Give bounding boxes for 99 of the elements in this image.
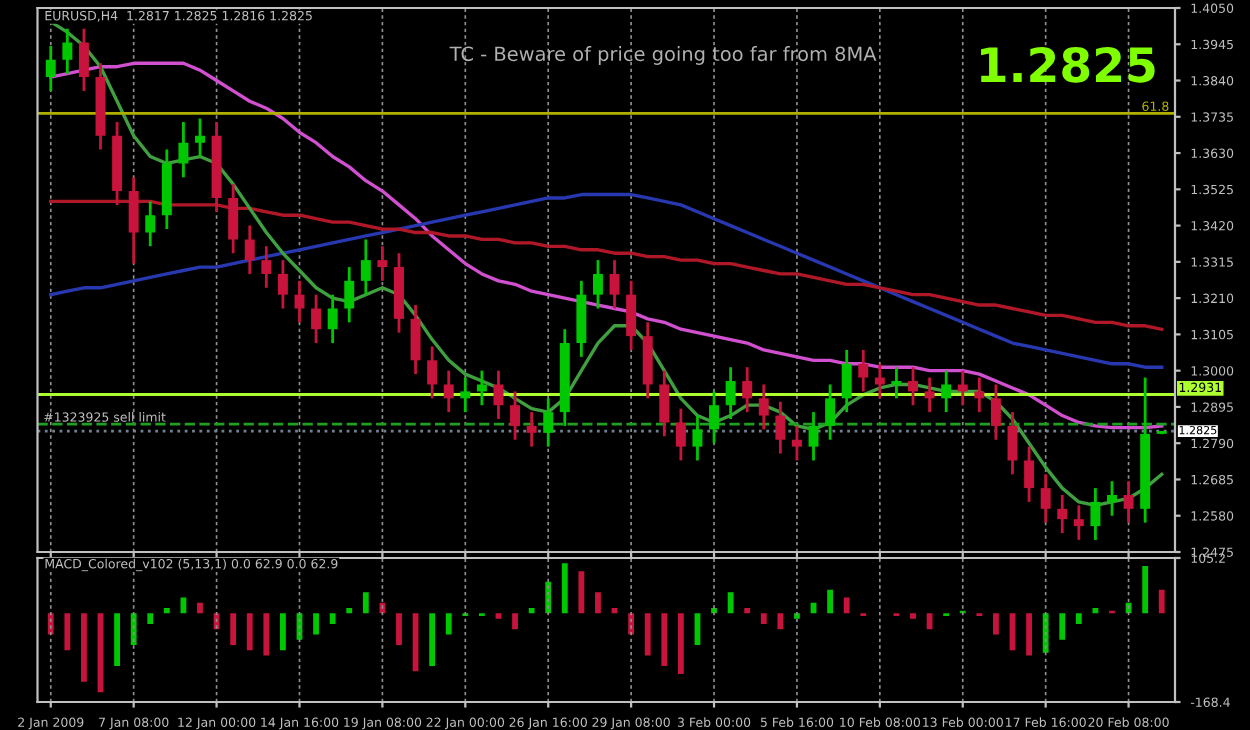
- line-series: [49, 192, 1164, 369]
- candlestick: [1123, 479, 1134, 525]
- bar: [595, 592, 601, 614]
- candlestick: [178, 120, 189, 179]
- bar: [561, 563, 568, 614]
- candlestick: [841, 348, 852, 414]
- candlestick: [908, 365, 918, 407]
- candlestick: [377, 244, 388, 283]
- bar: [578, 571, 585, 614]
- bar: [843, 597, 850, 614]
- candlestick: [791, 424, 802, 462]
- bar: [993, 613, 999, 635]
- bar: [910, 613, 916, 619]
- bar: [329, 613, 336, 624]
- candlestick: [443, 369, 454, 414]
- bar: [794, 613, 800, 619]
- bar: [495, 613, 502, 619]
- candlestick: [808, 410, 819, 462]
- candlestick: [460, 376, 471, 414]
- candlestick: [145, 200, 156, 248]
- candlestick: [974, 376, 985, 414]
- candlestick: [327, 293, 338, 345]
- bar: [727, 592, 734, 614]
- candlestick: [62, 27, 73, 76]
- candlestick: [45, 44, 56, 93]
- candlestick: [858, 348, 869, 393]
- bar: [1158, 589, 1165, 614]
- candlestick: [957, 369, 968, 407]
- candlestick: [609, 258, 620, 310]
- candlestick: [128, 175, 139, 265]
- candlestick: [742, 365, 753, 414]
- candlestick: [941, 369, 952, 414]
- candlestick: [510, 390, 521, 442]
- candlestick: [344, 265, 355, 324]
- bar: [114, 613, 120, 666]
- bar: [644, 613, 651, 656]
- bar: [396, 613, 402, 645]
- candlestick: [360, 238, 371, 297]
- bar: [677, 613, 684, 674]
- candlestick: [195, 117, 205, 158]
- bar: [1075, 613, 1082, 624]
- candlestick: [1024, 445, 1035, 504]
- bar: [1042, 613, 1049, 653]
- bar: [827, 589, 833, 614]
- bar: [528, 608, 535, 614]
- candlestick: [526, 410, 537, 449]
- candlestick: [692, 414, 703, 462]
- bar: [246, 613, 253, 651]
- candlestick: [659, 369, 670, 438]
- candlestick: [626, 279, 637, 352]
- candlestick: [261, 244, 272, 290]
- bar: [346, 608, 353, 614]
- candlestick: [1090, 486, 1101, 542]
- bar: [445, 613, 452, 635]
- candlestick: [493, 369, 504, 421]
- bar: [744, 608, 751, 614]
- bar: [197, 602, 203, 614]
- bar: [512, 613, 518, 630]
- candlestick: [990, 383, 1001, 442]
- candlestick: [311, 293, 322, 345]
- bar: [760, 613, 767, 624]
- candlestick: [775, 400, 786, 455]
- bar: [362, 592, 369, 614]
- bar: [64, 613, 71, 651]
- bar: [1142, 566, 1149, 614]
- candlestick: [924, 376, 935, 414]
- candlestick: [1040, 472, 1051, 525]
- candlestick: [427, 345, 438, 400]
- bar: [1059, 613, 1066, 640]
- bar: [81, 613, 87, 682]
- candlestick: [244, 224, 255, 276]
- candlestick: [709, 390, 720, 445]
- candlestick: [675, 407, 686, 462]
- candlestick: [825, 383, 836, 442]
- candlestick: [1073, 503, 1084, 542]
- candlestick: [592, 258, 603, 310]
- bar: [263, 613, 270, 656]
- bar: [313, 613, 319, 635]
- bar: [280, 613, 286, 651]
- bar: [661, 613, 668, 666]
- bar: [230, 613, 237, 645]
- bar: [777, 613, 784, 630]
- candlestick: [1057, 493, 1068, 535]
- candlestick: [228, 182, 239, 255]
- candlestick: [277, 258, 288, 310]
- candlestick: [410, 303, 421, 376]
- bar: [429, 613, 436, 666]
- candlestick: [476, 369, 487, 407]
- candlestick: [543, 396, 554, 449]
- bar: [379, 602, 386, 614]
- annotation: 1.2825: [981, 46, 1155, 83]
- bar: [1026, 613, 1032, 656]
- candlestick: [1107, 479, 1117, 518]
- bar: [147, 613, 154, 624]
- annotation: TC - Beware of price going too far from 8MA: [449, 46, 877, 65]
- candlestick: [78, 27, 89, 93]
- candlestick: [758, 383, 769, 431]
- candlestick: [725, 365, 736, 421]
- bar: [163, 608, 170, 614]
